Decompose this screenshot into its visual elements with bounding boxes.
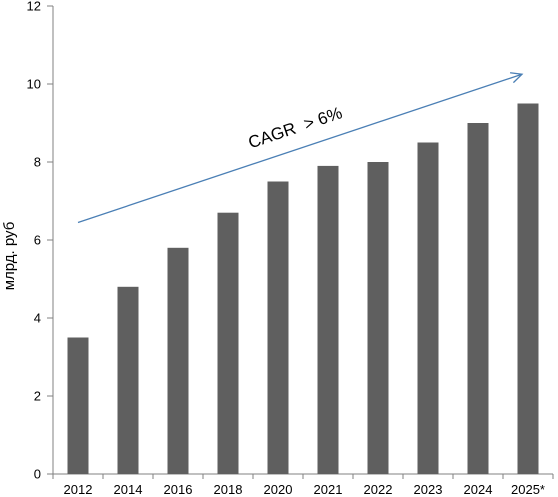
cagr-annotation-text: CAGR > 6% [246, 103, 345, 152]
trend-arrow-line [77, 73, 523, 224]
bar-2018 [217, 212, 239, 474]
growth-annotation: CAGR > 6% [77, 72, 524, 224]
x-tick-label: 2018 [214, 482, 243, 497]
bars [67, 103, 539, 474]
x-tick-label: 2020 [264, 482, 293, 497]
y-axis: 0 2 4 6 8 10 12 [27, 0, 53, 482]
y-tick-label: 6 [34, 233, 41, 248]
bar-2016 [167, 247, 189, 474]
x-tick-label: 2023 [414, 482, 443, 497]
y-tick-label: 0 [34, 467, 41, 482]
bar-2014 [117, 286, 139, 474]
y-tick-label: 4 [34, 311, 41, 326]
x-tick-label: 2012 [64, 482, 93, 497]
bar-2012 [67, 337, 89, 474]
y-tick-label: 8 [34, 155, 41, 170]
x-axis: 2012 2014 2016 2018 2020 2021 2022 2023 2024 2025… [52, 474, 554, 497]
x-tick-label: 2022 [364, 482, 393, 497]
x-tick-label: 2014 [114, 482, 143, 497]
x-tick-label: 2024 [464, 482, 493, 497]
y-axis-title: млрд. руб [1, 222, 18, 291]
bar-2021 [317, 165, 339, 474]
trend-arrow-head [510, 72, 524, 84]
x-tick-label: 2021 [314, 482, 343, 497]
y-tick-label: 2 [34, 389, 41, 404]
y-tick-label: 12 [27, 0, 41, 14]
bar-2020 [267, 181, 289, 474]
x-tick-label: 2025* [511, 482, 545, 497]
x-tick-label: 2016 [164, 482, 193, 497]
bar-2022 [367, 162, 389, 474]
y-tick-label: 10 [27, 77, 41, 92]
bar-2023 [417, 142, 439, 474]
bar-2024 [467, 123, 489, 474]
bar-2025* [517, 103, 539, 474]
